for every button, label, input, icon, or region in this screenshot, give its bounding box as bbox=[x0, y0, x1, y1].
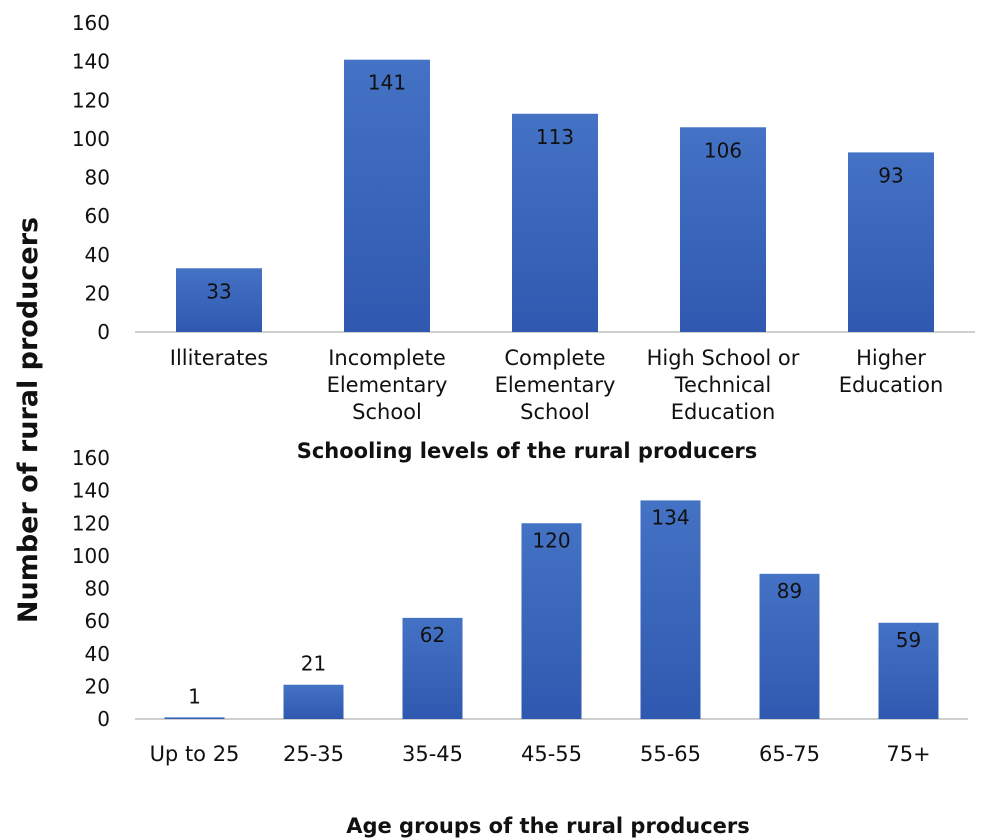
y-tick-label: 160 bbox=[72, 446, 110, 470]
y-tick-label: 40 bbox=[85, 642, 110, 666]
x-tick-label: High School or Technical Education bbox=[647, 346, 800, 424]
data-label: 134 bbox=[651, 505, 689, 529]
x-tick-label: 35-45 bbox=[402, 742, 463, 766]
x-tick-label: 45-55 bbox=[521, 742, 582, 766]
bar bbox=[759, 573, 820, 719]
y-axis-title: Number of rural producers bbox=[13, 217, 44, 623]
x-tick-label: Complete Elementary School bbox=[495, 346, 616, 424]
data-label: 120 bbox=[532, 528, 570, 552]
x-tick-label: Higher Education bbox=[839, 346, 944, 397]
data-label: 33 bbox=[206, 279, 231, 303]
data-label: 59 bbox=[896, 628, 921, 652]
data-label: 21 bbox=[301, 652, 326, 676]
chart-schooling: 0 20 40 60 80 100 120 140 160 33 Illiterates 141 Inc… bbox=[72, 11, 975, 463]
x-axis-title: Schooling levels of the rural producers bbox=[297, 439, 758, 463]
y-tick-label: 140 bbox=[72, 50, 110, 74]
x-tick-label: Up to 25 bbox=[150, 742, 240, 766]
x-tick-label: Illiterates bbox=[170, 346, 268, 370]
y-tick-label: 120 bbox=[72, 511, 110, 535]
y-tick-label: 120 bbox=[72, 88, 110, 112]
y-tick-label: 100 bbox=[72, 127, 110, 151]
y-tick-label: 140 bbox=[72, 479, 110, 503]
y-tick-label: 160 bbox=[72, 11, 110, 35]
bar bbox=[878, 622, 939, 719]
data-label: 141 bbox=[368, 71, 406, 95]
bar bbox=[848, 152, 934, 332]
x-tick-label: Incomplete Elementary School bbox=[327, 346, 448, 424]
bar bbox=[164, 717, 225, 719]
y-tick-label: 60 bbox=[85, 609, 110, 633]
y-tick-label: 20 bbox=[85, 674, 110, 698]
y-tick-label: 60 bbox=[85, 204, 110, 228]
x-tick-label: 65-75 bbox=[759, 742, 820, 766]
data-label: 93 bbox=[878, 163, 903, 187]
y-tick-label: 100 bbox=[72, 544, 110, 568]
y-tick-label: 80 bbox=[85, 166, 110, 190]
x-axis-title: Age groups of the rural producers bbox=[346, 814, 750, 838]
y-tick-label: 80 bbox=[85, 577, 110, 601]
bar bbox=[512, 113, 598, 332]
x-tick-label: 25-35 bbox=[283, 742, 344, 766]
data-label: 89 bbox=[777, 579, 802, 603]
y-tick-label: 0 bbox=[97, 707, 110, 731]
bar bbox=[402, 617, 463, 719]
bar bbox=[640, 500, 701, 719]
data-label: 1 bbox=[188, 684, 201, 708]
data-label: 106 bbox=[704, 138, 742, 162]
y-tick-label: 20 bbox=[85, 281, 110, 305]
y-tick-label: 0 bbox=[97, 320, 110, 344]
bar bbox=[344, 59, 430, 332]
y-tick-label: 40 bbox=[85, 243, 110, 267]
x-tick-label: 75+ bbox=[886, 742, 930, 766]
chart-age-groups: 0 20 40 60 80 100 120 140 160 1 Up to 25 21 25-35 62 3… bbox=[72, 446, 968, 838]
bar bbox=[283, 684, 344, 719]
bar bbox=[680, 127, 766, 332]
data-label: 62 bbox=[420, 623, 445, 647]
bar bbox=[521, 523, 582, 719]
data-label: 113 bbox=[536, 125, 574, 149]
bar bbox=[176, 268, 262, 332]
x-tick-label: 55-65 bbox=[640, 742, 701, 766]
